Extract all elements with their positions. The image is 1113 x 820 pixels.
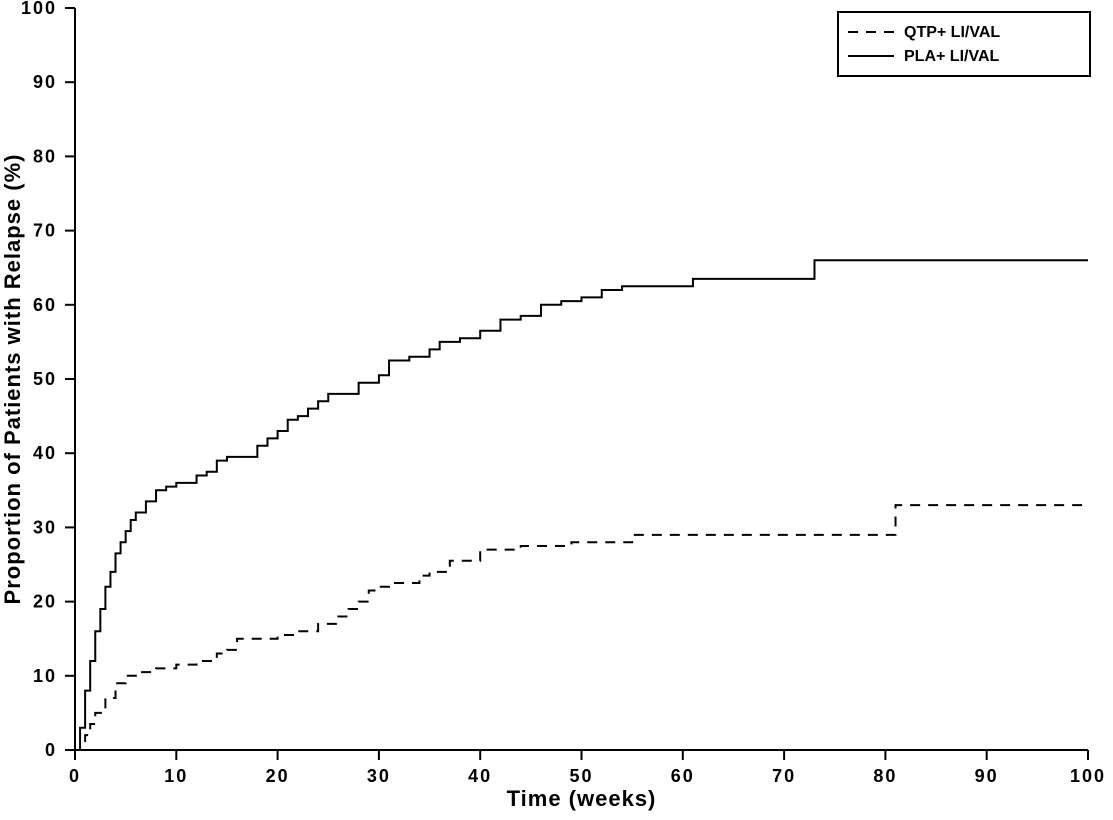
x-tick-label: 10 [164, 766, 188, 786]
chart-container: 0 10 20 30 40 50 60 70 80 90 100 0 10 20 30 40 50 60 70 80 9… [0, 0, 1113, 820]
x-tick-label: 90 [975, 766, 999, 786]
x-tick-label: 60 [671, 766, 695, 786]
x-tick-label: 70 [772, 766, 796, 786]
y-tick-label: 100 [21, 0, 57, 18]
legend-label: QTP+ LI/VAL [904, 24, 1000, 41]
series-line [75, 505, 1088, 750]
x-tick-label: 100 [1070, 766, 1106, 786]
y-tick-label: 0 [45, 740, 57, 760]
y-tick-label: 80 [33, 146, 57, 166]
y-tick-label: 20 [33, 592, 57, 612]
y-tick-label: 90 [33, 72, 57, 92]
y-tick-label: 50 [33, 369, 57, 389]
y-tick-label: 10 [33, 666, 57, 686]
y-tick-label: 40 [33, 443, 57, 463]
survival-chart: 0 10 20 30 40 50 60 70 80 90 100 0 10 20 30 40 50 60 70 80 9… [0, 0, 1113, 820]
x-tick-label: 0 [69, 766, 81, 786]
x-tick-label: 20 [266, 766, 290, 786]
y-tick-label: 30 [33, 517, 57, 537]
x-tick-label: 40 [468, 766, 492, 786]
x-tick-label: 50 [569, 766, 593, 786]
x-tick-label: 80 [873, 766, 897, 786]
y-axis-label: Proportion of Patients with Relapse (%) [0, 154, 25, 605]
legend-label: PLA+ LI/VAL [904, 48, 999, 65]
x-axis-label: Time (weeks) [507, 786, 657, 811]
y-tick-label: 60 [33, 295, 57, 315]
y-tick-label: 70 [33, 221, 57, 241]
x-tick-label: 30 [367, 766, 391, 786]
legend-box [838, 12, 1090, 76]
